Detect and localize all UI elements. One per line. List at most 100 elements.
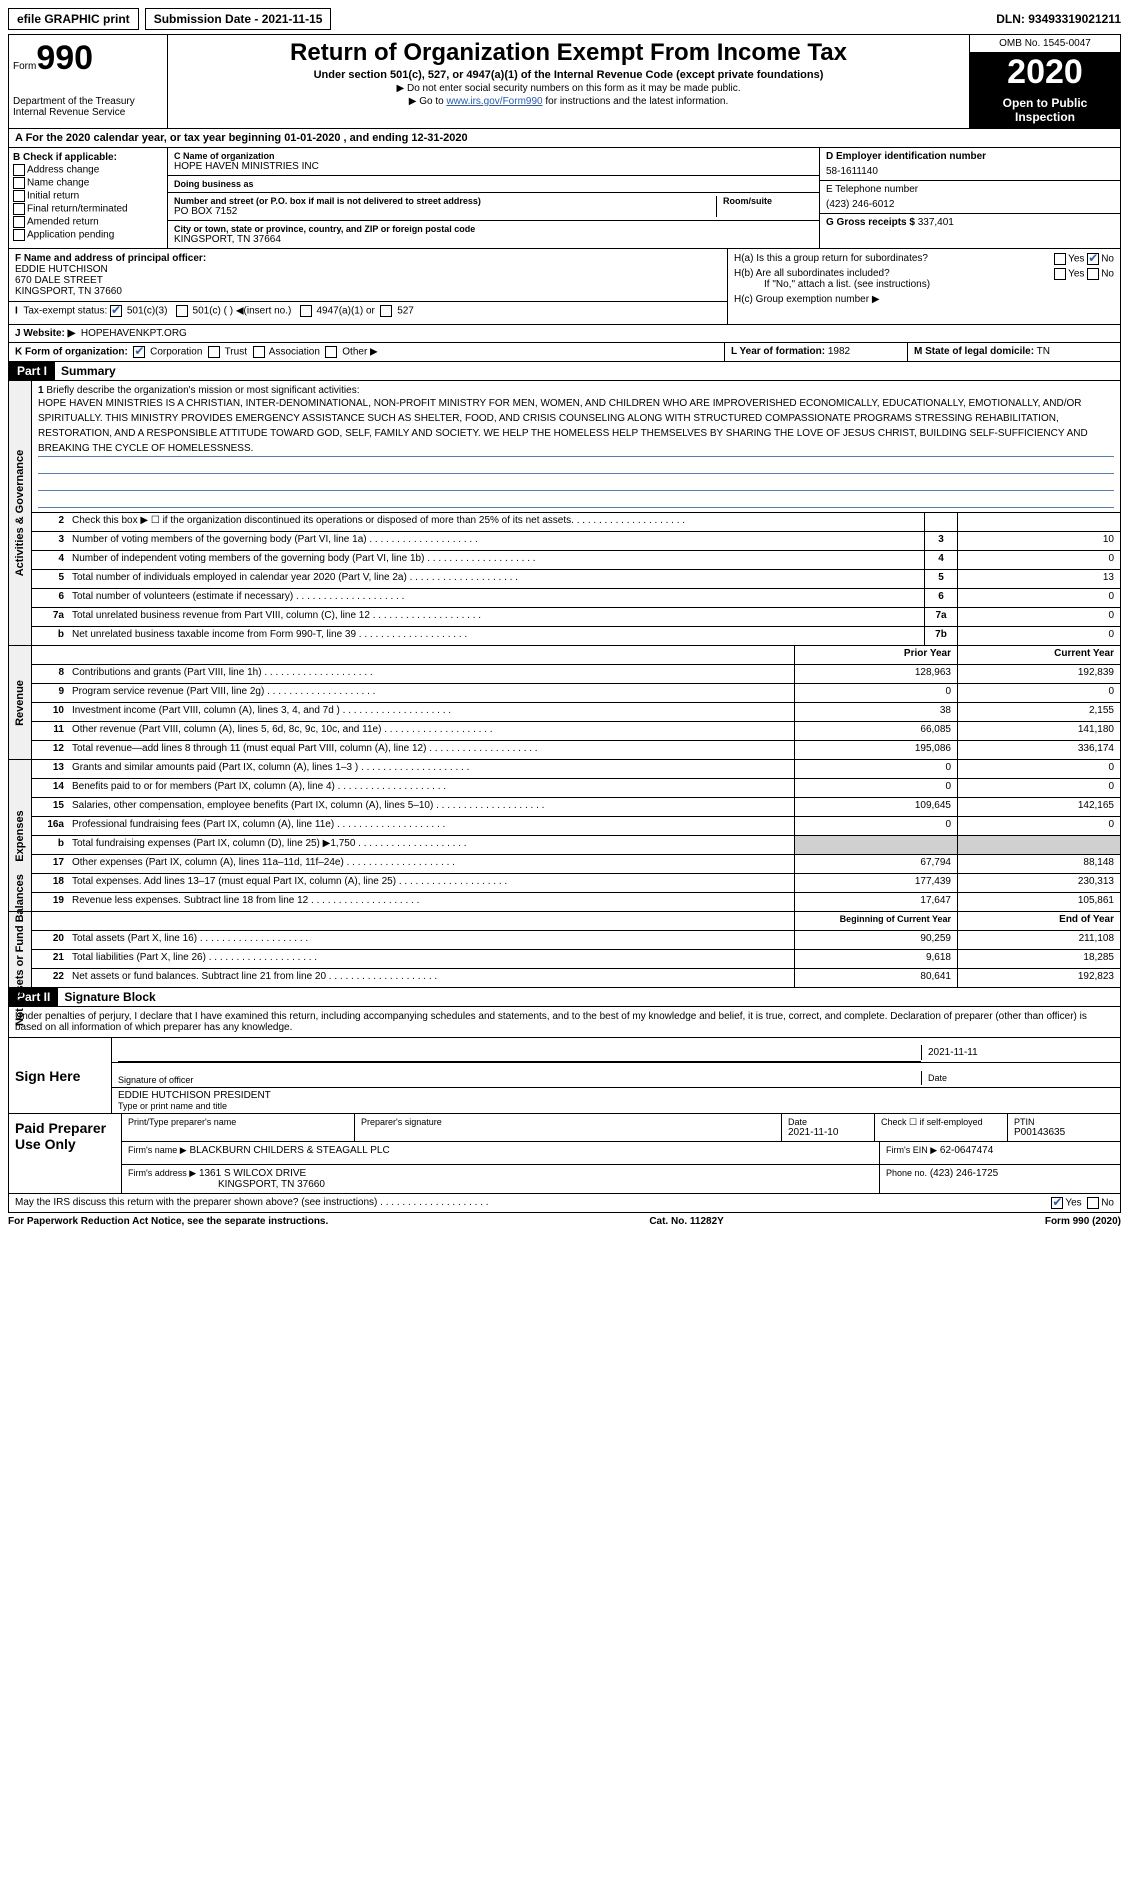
cb-amended[interactable]: Amended return bbox=[13, 216, 163, 228]
website-label: J Website: ▶ bbox=[15, 328, 75, 339]
begin-year-hdr: Beginning of Current Year bbox=[794, 912, 957, 930]
row-j: J Website: ▶ HOPEHAVENKPT.ORG bbox=[8, 325, 1121, 343]
sign-here-block: Sign Here 2021-11-11 Signature of office… bbox=[8, 1038, 1121, 1114]
current-year-hdr: Current Year bbox=[957, 646, 1120, 664]
sign-name-label: Type or print name and title bbox=[118, 1101, 1114, 1111]
dba-label: Doing business as bbox=[174, 179, 813, 189]
summary-line: 3Number of voting members of the governi… bbox=[32, 532, 1120, 551]
year-form-value: 1982 bbox=[828, 346, 850, 357]
summary-line: 21Total liabilities (Part X, line 26)9,6… bbox=[32, 950, 1120, 969]
cb-corp[interactable] bbox=[133, 346, 145, 358]
ein-label: D Employer identification number bbox=[826, 151, 1114, 162]
ptin-label: PTIN bbox=[1014, 1117, 1114, 1127]
form-word: Form bbox=[13, 61, 36, 72]
summary-line: 7aTotal unrelated business revenue from … bbox=[32, 608, 1120, 627]
domicile-value: TN bbox=[1037, 346, 1050, 357]
note-ssn: ▶ Do not enter social security numbers o… bbox=[172, 83, 965, 94]
city-value: KINGSPORT, TN 37664 bbox=[174, 234, 813, 245]
preparer-sig-label: Preparer's signature bbox=[355, 1114, 782, 1141]
summary-line: 8Contributions and grants (Part VIII, li… bbox=[32, 665, 1120, 684]
paid-preparer-block: Paid Preparer Use Only Print/Type prepar… bbox=[8, 1114, 1121, 1194]
summary-line: 12Total revenue—add lines 8 through 11 (… bbox=[32, 741, 1120, 759]
cb-501c[interactable] bbox=[176, 305, 188, 317]
paid-label: Paid Preparer Use Only bbox=[9, 1114, 122, 1193]
line-1-mission: 1 Briefly describe the organization's mi… bbox=[32, 381, 1120, 513]
cb-final-return[interactable]: Final return/terminated bbox=[13, 203, 163, 215]
firm-phone-label: Phone no. bbox=[886, 1168, 927, 1178]
hb-note: If "No," attach a list. (see instruction… bbox=[764, 279, 1114, 290]
domicile-label: M State of legal domicile: bbox=[914, 346, 1034, 357]
net-header: Beginning of Current Year End of Year bbox=[32, 912, 1120, 931]
gross-label: G Gross receipts $ bbox=[826, 217, 915, 228]
cb-4947[interactable] bbox=[300, 305, 312, 317]
prep-date-label: Date bbox=[788, 1117, 868, 1127]
box-c: C Name of organization HOPE HAVEN MINIST… bbox=[168, 148, 819, 248]
cb-name-change[interactable]: Name change bbox=[13, 177, 163, 189]
box-b: B Check if applicable: Address change Na… bbox=[9, 148, 168, 248]
page-footer: For Paperwork Reduction Act Notice, see … bbox=[8, 1213, 1121, 1230]
summary-line: 17Other expenses (Part IX, column (A), l… bbox=[32, 855, 1120, 874]
ein-value: 58-1611140 bbox=[826, 166, 1114, 177]
row-a-period: A For the 2020 calendar year, or tax yea… bbox=[8, 129, 1121, 148]
box-h: H(a) Is this a group return for subordin… bbox=[728, 249, 1120, 324]
note-link: ▶ Go to www.irs.gov/Form990 for instruct… bbox=[172, 96, 965, 107]
section-fh: F Name and address of principal officer:… bbox=[8, 249, 1121, 325]
prep-date: 2021-11-10 bbox=[788, 1127, 868, 1138]
may-yes[interactable] bbox=[1051, 1197, 1063, 1209]
preparer-name-label: Print/Type preparer's name bbox=[122, 1114, 355, 1141]
firm-addr-label: Firm's address ▶ bbox=[128, 1168, 196, 1178]
part2-title: Signature Block bbox=[64, 990, 155, 1004]
form-subtitle: Under section 501(c), 527, or 4947(a)(1)… bbox=[172, 69, 965, 81]
cb-initial-return[interactable]: Initial return bbox=[13, 190, 163, 202]
summary-line: 2Check this box ▶ ☐ if the organization … bbox=[32, 513, 1120, 532]
firm-phone: (423) 246-1725 bbox=[930, 1168, 998, 1179]
side-governance: Activities & Governance bbox=[9, 381, 32, 645]
cb-527[interactable] bbox=[380, 305, 392, 317]
officer-name: EDDIE HUTCHISON bbox=[15, 264, 721, 275]
may-no[interactable] bbox=[1087, 1197, 1099, 1209]
cb-trust[interactable] bbox=[208, 346, 220, 358]
irs-link[interactable]: www.irs.gov/Form990 bbox=[446, 96, 542, 107]
sign-name: EDDIE HUTCHISON PRESIDENT bbox=[118, 1090, 1114, 1101]
hb-yes[interactable] bbox=[1054, 268, 1066, 280]
officer-city: KINGSPORT, TN 37660 bbox=[15, 286, 721, 297]
dln: DLN: 93493319021211 bbox=[996, 12, 1121, 26]
mission-text: HOPE HAVEN MINISTRIES IS A CHRISTIAN, IN… bbox=[38, 396, 1114, 457]
section-netassets: Net Assets or Fund Balances Beginning of… bbox=[8, 912, 1121, 988]
firm-city: KINGSPORT, TN 37660 bbox=[218, 1179, 873, 1190]
addr-value: PO BOX 7152 bbox=[174, 206, 716, 217]
form-header: Form990 Department of the Treasury Inter… bbox=[8, 34, 1121, 129]
city-label: City or town, state or province, country… bbox=[174, 224, 813, 234]
summary-line: 20Total assets (Part X, line 16)90,25921… bbox=[32, 931, 1120, 950]
cb-501c3[interactable] bbox=[110, 305, 122, 317]
end-year-hdr: End of Year bbox=[957, 912, 1120, 930]
hb-no[interactable] bbox=[1087, 268, 1099, 280]
ha-label: H(a) Is this a group return for subordin… bbox=[734, 253, 928, 264]
ha-no[interactable] bbox=[1087, 253, 1099, 265]
box-b-header: B Check if applicable: bbox=[13, 152, 163, 163]
cb-app-pending[interactable]: Application pending bbox=[13, 229, 163, 241]
cb-assoc[interactable] bbox=[253, 346, 265, 358]
summary-line: 19Revenue less expenses. Subtract line 1… bbox=[32, 893, 1120, 911]
firm-name: BLACKBURN CHILDERS & STEAGALL PLC bbox=[189, 1145, 389, 1156]
cb-other[interactable] bbox=[325, 346, 337, 358]
submission-date: 2021-11-15 bbox=[262, 12, 323, 26]
header-left: Form990 Department of the Treasury Inter… bbox=[9, 35, 168, 128]
ha-yes[interactable] bbox=[1054, 253, 1066, 265]
cb-address-change[interactable]: Address change bbox=[13, 164, 163, 176]
section-revenue: Revenue Prior Year Current Year 8Contrib… bbox=[8, 646, 1121, 760]
penalty-text: Under penalties of perjury, I declare th… bbox=[8, 1007, 1121, 1038]
summary-line: 16aProfessional fundraising fees (Part I… bbox=[32, 817, 1120, 836]
may-discuss-row: May the IRS discuss this return with the… bbox=[8, 1194, 1121, 1213]
ptin-value: P00143635 bbox=[1014, 1127, 1114, 1138]
mission-label: Briefly describe the organization's miss… bbox=[46, 385, 359, 396]
rev-header: Prior Year Current Year bbox=[32, 646, 1120, 665]
sign-here-label: Sign Here bbox=[9, 1038, 112, 1113]
tax-status-label: Tax-exempt status: bbox=[23, 306, 107, 317]
summary-line: 4Number of independent voting members of… bbox=[32, 551, 1120, 570]
section-governance: Activities & Governance 1 Briefly descri… bbox=[8, 381, 1121, 646]
section-bcdeg: B Check if applicable: Address change Na… bbox=[8, 148, 1121, 249]
header-right: OMB No. 1545-0047 2020 Open to Public In… bbox=[970, 35, 1120, 128]
org-name: HOPE HAVEN MINISTRIES INC bbox=[174, 161, 813, 172]
side-netassets: Net Assets or Fund Balances bbox=[9, 912, 32, 987]
